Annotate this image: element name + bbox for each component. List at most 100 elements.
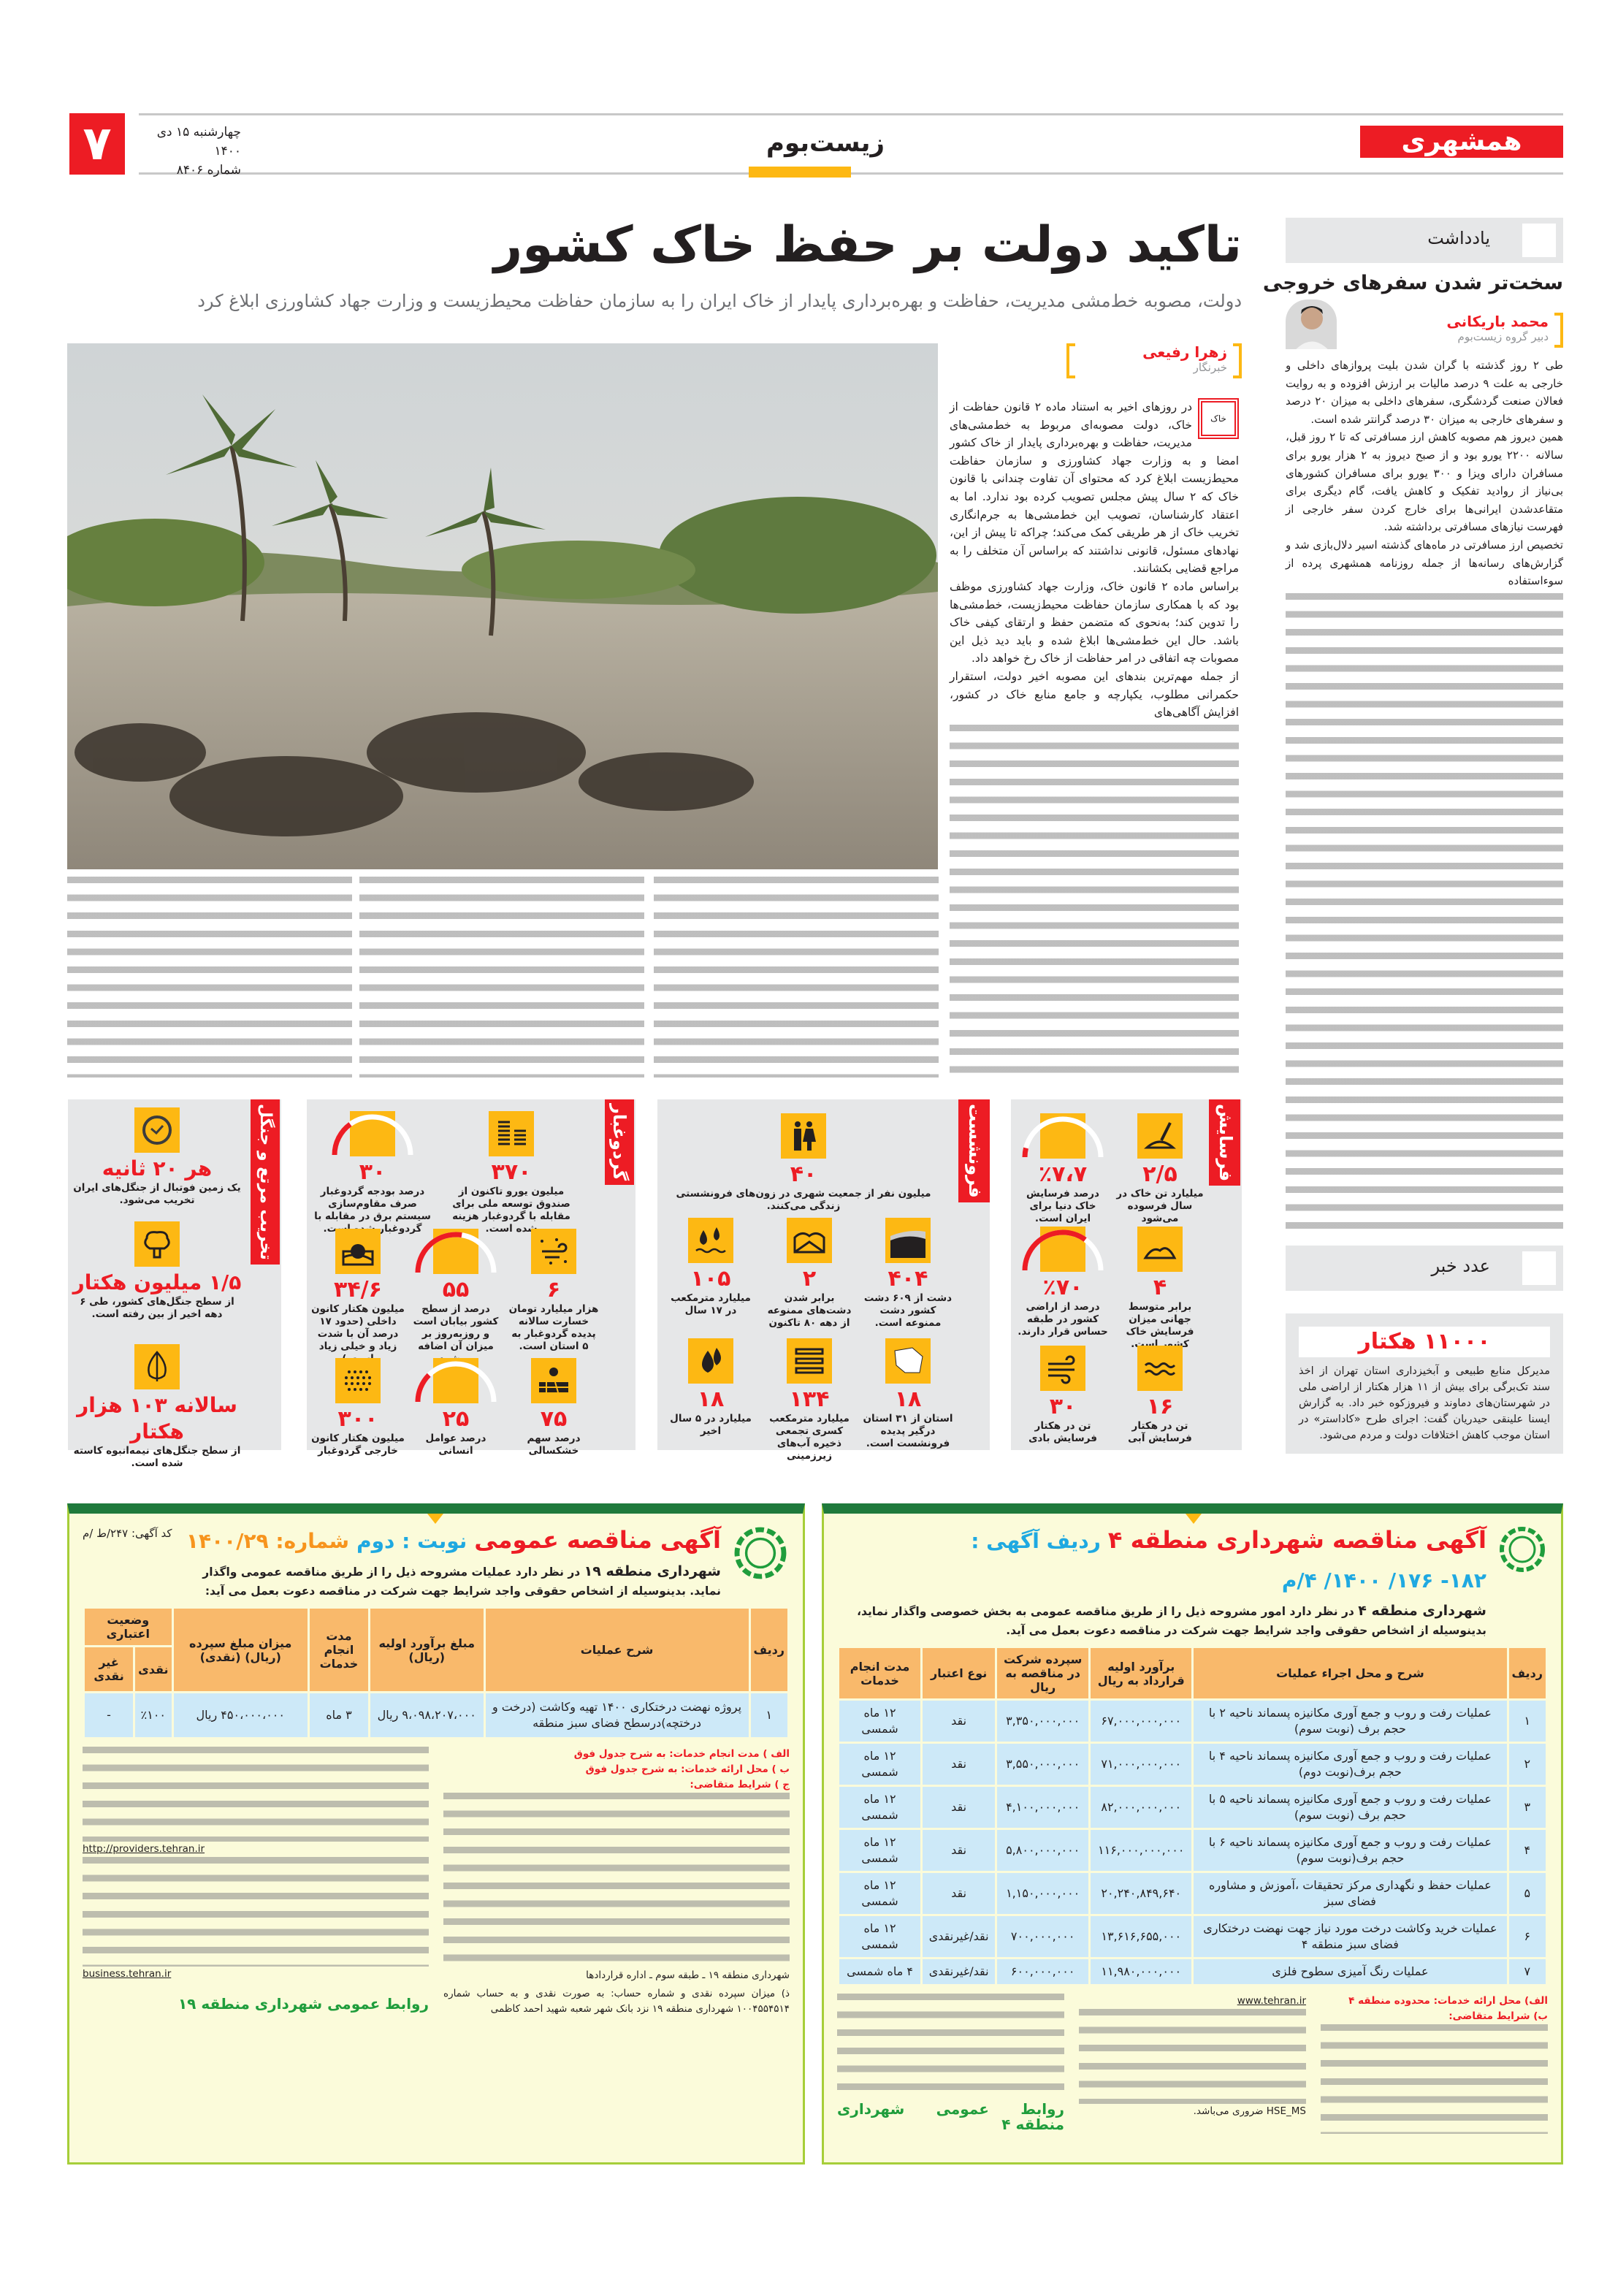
table-cell: عملیات خرید وکاشت درخت مورد نیاز جهت نهض… [1194, 1916, 1507, 1957]
table-cell: ۱۲ ماه شمسی [839, 1830, 921, 1871]
pointer-triangle [1186, 1514, 1202, 1524]
number-news-box: ۱۱۰۰۰ هکتار مدیرکل منابع طبیعی و آبخیزدا… [1286, 1313, 1563, 1454]
stat-caption: استان از ۳۱ استان درگیر پدیده فرونشست اس… [863, 1413, 953, 1449]
lead-photo [67, 343, 938, 869]
ad-link-tehran[interactable]: www.tehran.ir [1237, 1995, 1306, 2007]
tehran-municipality-logo [731, 1524, 790, 1582]
ad-link-business[interactable]: business.tehran.ir [83, 1968, 172, 1980]
stat-value: ۱۸ [697, 1387, 725, 1412]
section-bar [749, 167, 851, 178]
stat-item: ۳۰ درصد بودجه گردوغبار صرف مقاوم‌سازی سیس… [310, 1111, 435, 1235]
table-cell: ۱۲ ماه شمسی [839, 1873, 921, 1914]
stat-value: ۶ [546, 1277, 561, 1303]
table-cell: ۶ [1508, 1916, 1546, 1957]
ad-table: ردیف شرح و محل اجراء عملیات برآورد اولیه ق… [837, 1646, 1548, 1986]
stat-caption: برابر شدن دشت‌های ممنوعه از دهه ۸۰ تاکنو… [767, 1292, 852, 1329]
gauge-icon [1022, 1113, 1104, 1159]
panel-label: گردوغبار [605, 1099, 634, 1186]
column-header: مدت انجام خدمات [309, 1609, 368, 1691]
ad-intro-text: در نظر دارد امور مشروحه ذیل را از طریق م… [857, 1605, 1486, 1637]
stat-value: ۱۸ [894, 1387, 922, 1412]
ad-note: ذ) میزان سپرده نقدی و شماره حساب: به صور… [443, 1988, 790, 2015]
table-row: ۴ عملیات رفت و روب و جمع آوری مکانیزه پسم… [839, 1830, 1546, 1871]
header-square [1522, 1251, 1556, 1285]
panel-label: تخریب مرتع و جنگل [251, 1099, 280, 1265]
pointer-triangle [427, 1514, 443, 1524]
people-icon [781, 1113, 826, 1159]
coins-icon [489, 1111, 534, 1156]
stat-item: ۱۳۴ میلیارد مترمکعب کسری تجمعی ذخیره آب‌ه… [763, 1338, 856, 1462]
ad-intro-bold: شهرداری منطقه ۴ [1358, 1603, 1486, 1619]
ad-title-row: آگهی مناقصه عمومی نوبت : دوم شماره: ۱۴۰۰… [183, 1524, 721, 1557]
note-paragraph: تخصیص ارز مسافرتی در ماه‌های گذشته اسیر … [1286, 538, 1563, 588]
stat-value: ۱/۵ میلیون هکتار [72, 1270, 242, 1294]
stat-value: ۳۴/۶ [334, 1277, 382, 1303]
stat-item: ۳۴/۶ میلیون هکتار کانون داخلی (حدود ۱۷ در… [311, 1229, 405, 1365]
lead-byline: زهرا رفیعی خبرنگار [1066, 343, 1242, 380]
iran-map-icon [885, 1338, 931, 1384]
ad-text [443, 1793, 790, 1968]
table-row: ۲ عملیات رفت و روب و جمع آوری مکانیزه پسم… [839, 1744, 1546, 1785]
stat-caption: از سطح جنگل‌های نیمه‌انبوه کاسته شده است… [73, 1445, 241, 1469]
stat-item: ۱۸ استان از ۳۱ استان درگیر پدیده فرونشست … [861, 1338, 955, 1450]
stat-value: هر ۲۰ ثانیه [102, 1156, 213, 1181]
gauge-icon [415, 1229, 497, 1274]
column-header: ردیف [750, 1609, 787, 1691]
stat-caption: درصد از سطح کشور بیابان است و روزبه‌روز … [413, 1303, 499, 1365]
table-cell: ۶۰۰,۰۰۰,۰۰۰ [997, 1959, 1089, 1984]
lead-paragraph: از جمله مهم‌ترین بندهای این مصوبه اخیر د… [950, 669, 1239, 720]
shovel-icon [1137, 1113, 1183, 1159]
ad-note: الف) محل ارائه خدمات: محدوده منطقه ۴ [1348, 1995, 1548, 2007]
table-row: ۶ عملیات خرید وکاشت درخت مورد نیاز جهت نه… [839, 1916, 1546, 1957]
stat-value: ۱۶ [1146, 1394, 1174, 1419]
lead-paragraph-first: خاک در روزهای اخیر به استناد ماده ۲ قانو… [950, 398, 1239, 578]
stat-value: ۲۵ [442, 1406, 470, 1432]
ad-text [83, 1857, 429, 1967]
water-drops-icon [688, 1218, 733, 1263]
table-cell: ۷ [1508, 1959, 1546, 1984]
plains-icon [787, 1218, 832, 1263]
table-cell: ۴ [1508, 1830, 1546, 1871]
stat-value: ۲/۵ [1142, 1162, 1177, 1187]
table-cell: ۱ [750, 1693, 787, 1737]
table-cell: ۵ [1508, 1873, 1546, 1914]
stat-value: ٪۷۰ [1042, 1275, 1083, 1300]
ad-note: ب ) محل ارائه خدمات: به شرح جدول فوق [585, 1763, 790, 1775]
stat-caption: تن در هکتار فرسایش بادی [1028, 1420, 1097, 1444]
table-cell: عملیات رفت و روب و جمع آوری مکانیزه پسما… [1194, 1701, 1507, 1742]
stat-caption: برابر متوسط جهانی میزان فرسایش خاک کشور … [1126, 1301, 1194, 1350]
stat-caption: میلیارد مترمکعب در ۱۷ سال [671, 1292, 751, 1316]
table-cell: ۳ ماه [309, 1693, 368, 1737]
ad-header: آگهی مناقصه عمومی نوبت : دوم شماره: ۱۴۰۰… [83, 1524, 790, 1601]
table-cell: ۳ [1508, 1787, 1546, 1828]
table-row: ۱ عملیات رفت و روب و جمع آوری مکانیزه پسم… [839, 1701, 1546, 1742]
stat-item: ۳۷۰ میلیون یورو تاکنون از صندوق توسعه ملی… [449, 1111, 573, 1235]
ad-code-label: ردیف آگهی : [971, 1529, 1101, 1553]
ad-title: آگهی مناقصه عمومی [474, 1526, 721, 1554]
gauge-arc [415, 1232, 497, 1273]
land-layers-icon [885, 1218, 931, 1263]
stat-value: ۴۰۴ [888, 1266, 928, 1292]
number-news-figure: ۱۱۰۰۰ هکتار [1299, 1327, 1550, 1357]
newspaper-logo[interactable]: همشهری [1360, 126, 1563, 158]
table-cell: - [85, 1693, 134, 1737]
stat-value: ۳۷۰ [491, 1159, 532, 1185]
table-row: ۷ عملیات رنگ آمیزی سطوح فلزی ۱۱,۹۸۰,۰۰۰,۰۰… [839, 1959, 1546, 1984]
ad-code: ۱۸۲- ۱۷۶/ ۱۴۰۰/ ۴/م [1281, 1568, 1486, 1593]
ad-link-providers[interactable]: http://providers.tehran.ir [83, 1843, 205, 1855]
note-label: یادداشت [1427, 228, 1490, 248]
stat-item: ۶ هزار میلیارد تومان خسارت سالانه پدیده گ… [507, 1229, 600, 1353]
stat-item: ٪۷۰ درصد از اراضی کشور در طبقه حساس قرار … [1018, 1227, 1108, 1338]
panel-label: فرسایش [1209, 1099, 1240, 1186]
number-news-text: مدیرکل منابع طبیعی و آبخیزداری استان تهر… [1299, 1365, 1550, 1441]
top-rule [139, 113, 1563, 115]
article-column [654, 877, 939, 1078]
table-cell: نقد [923, 1873, 996, 1914]
ad-title-row: آگهی مناقصه شهرداری منطقه ۴ ردیف آگهی : … [837, 1524, 1486, 1597]
wind-icon [1040, 1346, 1085, 1391]
lead-headline: تاکید دولت بر حفظ خاک کشور [494, 216, 1243, 274]
clock-icon [134, 1107, 180, 1153]
aquifer-icon [787, 1338, 832, 1384]
leaf-icon [134, 1344, 180, 1389]
ad-text [1321, 2024, 1548, 2134]
